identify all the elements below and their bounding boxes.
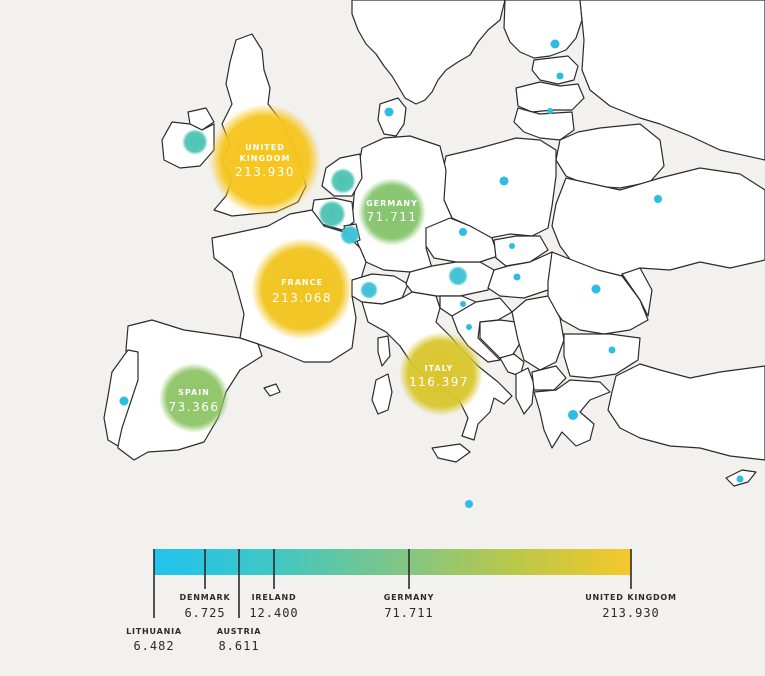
country-estonia	[531, 55, 579, 85]
country-ukraine	[551, 167, 765, 277]
legend-name-denmark: DENMARK	[180, 593, 231, 602]
country-russia-west	[579, 0, 765, 161]
dot-malta	[465, 500, 473, 508]
country-czechia	[425, 217, 499, 263]
country-scandinavia	[351, 0, 506, 105]
dot-portugal	[119, 396, 129, 406]
country-serbia	[511, 295, 565, 371]
bubble-france: FRANCE 213.068	[251, 238, 353, 340]
country-denmark	[377, 97, 407, 137]
country-slovakia	[493, 235, 549, 267]
legend-value-united-kingdom: 213.930	[602, 606, 660, 620]
bubble-austria	[448, 266, 468, 286]
dot-slovakia	[509, 243, 515, 249]
dot-greece	[568, 410, 578, 420]
legend-value-lithuania: 6.482	[133, 639, 174, 653]
bubble-belgium	[318, 200, 346, 228]
dot-poland	[499, 176, 509, 186]
dot-ukraine	[654, 195, 662, 203]
country-sicily	[431, 443, 471, 463]
legend-value-austria: 8.611	[218, 639, 259, 653]
bubble-value-france: 213.068	[272, 291, 332, 305]
country-moldova	[621, 267, 653, 317]
bubble-label-spain: SPAIN	[178, 388, 210, 397]
legend-value-ireland: 12.400	[249, 606, 298, 620]
bubble-ireland	[182, 129, 208, 155]
dot-romania	[591, 284, 601, 294]
bubble-label-france: FRANCE	[281, 278, 323, 287]
bubble-luxembourg	[340, 225, 360, 245]
dot-cyprus	[736, 475, 744, 483]
country-sardinia	[371, 373, 393, 415]
dot-finland	[550, 39, 560, 49]
legend-markers: LITHUANIA 6.482 DENMARK 6.725 AUSTRIA 8.611 IR…	[126, 549, 677, 653]
country-northern-ireland	[187, 107, 215, 131]
country-north-macedonia	[531, 365, 567, 391]
bubble-label-uk-line2: KINGDOM	[240, 154, 291, 163]
legend-value-denmark: 6.725	[184, 606, 225, 620]
legend-name-lithuania: LITHUANIA	[126, 627, 182, 636]
bubble-value-spain: 73.366	[169, 400, 220, 414]
dot-latvia	[547, 108, 553, 114]
country-bosnia	[479, 319, 523, 359]
dot-slovenia	[460, 301, 466, 307]
bubble-value-italy: 116.397	[409, 375, 469, 389]
legend-name-germany: GERMANY	[384, 593, 434, 602]
dot-denmark	[384, 107, 394, 117]
dot-croatia	[466, 324, 472, 330]
bubble-label-italy: ITALY	[425, 364, 454, 373]
country-corsica	[377, 335, 391, 367]
bubble-label-uk-line1: UNITED	[245, 143, 285, 152]
country-latvia	[515, 81, 585, 113]
bubble-switzerland	[360, 281, 378, 299]
bubble-germany: GERMANY 71.711	[358, 178, 426, 246]
labelled-bubbles: UNITED KINGDOM 213.930 FRANCE 213.068 IT…	[159, 104, 483, 433]
country-lithuania	[513, 107, 575, 141]
legend-gradient-bar	[154, 549, 631, 575]
bubble-label-germany: GERMANY	[366, 199, 418, 208]
country-belarus	[555, 123, 665, 189]
country-bulgaria	[563, 333, 641, 379]
dot-czechia	[459, 228, 467, 236]
dot-hungary	[513, 273, 521, 281]
dot-estonia	[556, 72, 564, 80]
bubble-value-uk: 213.930	[235, 165, 295, 179]
bubble-value-germany: 71.711	[367, 210, 418, 224]
legend-name-united-kingdom: UNITED KINGDOM	[585, 593, 677, 602]
bubble-united-kingdom: UNITED KINGDOM 213.930	[209, 104, 321, 216]
country-balearic	[263, 383, 281, 397]
small-country-dots	[119, 39, 744, 508]
dot-bulgaria	[608, 346, 616, 354]
bubble-netherlands	[330, 168, 356, 194]
bubble-italy: ITALY 116.397	[399, 332, 483, 416]
country-albania	[515, 367, 535, 415]
legend-value-germany: 71.711	[384, 606, 433, 620]
color-scale-legend: LITHUANIA 6.482 DENMARK 6.725 AUSTRIA 8.611 IR…	[126, 549, 677, 653]
country-montenegro	[499, 353, 525, 377]
bubble-spain: SPAIN 73.366	[159, 363, 229, 433]
country-turkey	[607, 363, 765, 461]
legend-name-austria: AUSTRIA	[217, 627, 262, 636]
legend-name-ireland: IRELAND	[252, 593, 297, 602]
country-finland-baltic-north	[503, 0, 583, 59]
medium-bubbles	[182, 129, 468, 299]
